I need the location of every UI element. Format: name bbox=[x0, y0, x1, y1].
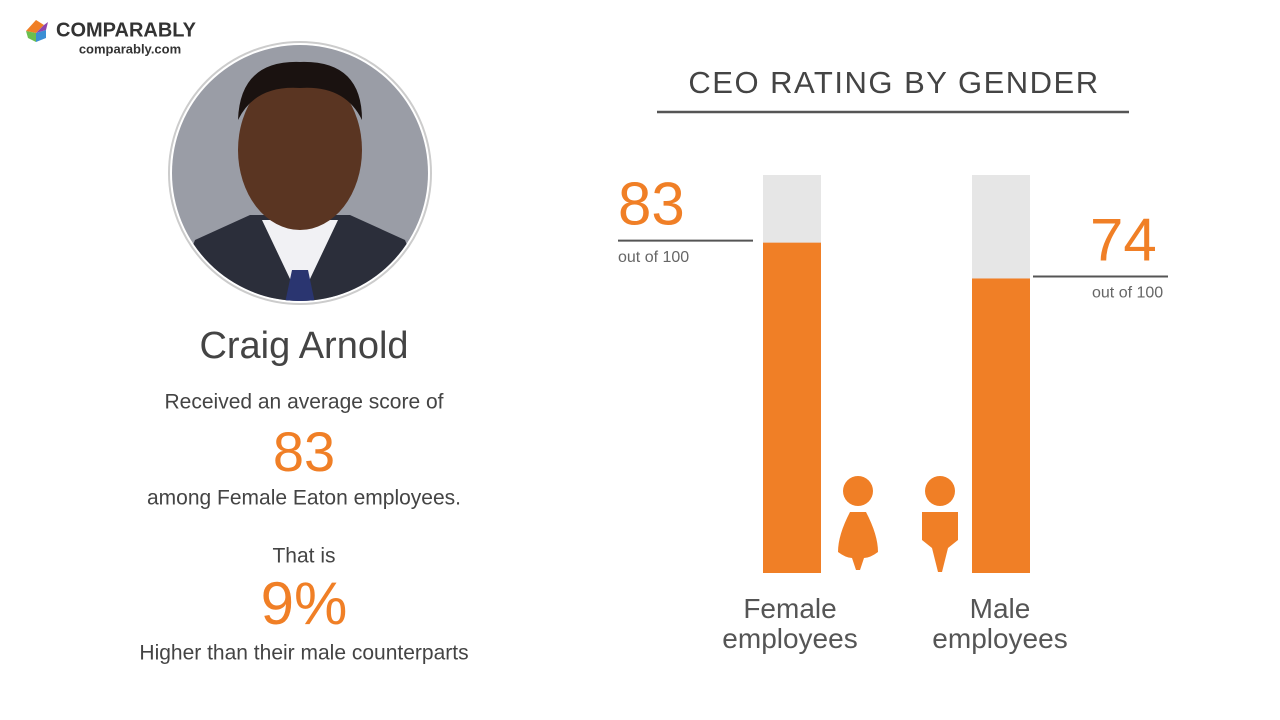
value-label: 83 bbox=[618, 171, 685, 238]
profile-score: 83 bbox=[273, 420, 335, 483]
chart-title: CEO RATING BY GENDER bbox=[688, 65, 1099, 100]
bar bbox=[972, 278, 1030, 573]
logo-icon bbox=[26, 20, 48, 42]
category-label: Male employees bbox=[932, 594, 1068, 654]
profile-text: Received an average score of bbox=[165, 391, 444, 414]
profile-text: That is bbox=[272, 545, 335, 568]
category-label-box: Female employees bbox=[722, 594, 858, 654]
value-note: out of 100 bbox=[1092, 285, 1163, 302]
bar bbox=[763, 242, 821, 573]
category-label: Female employees bbox=[722, 594, 858, 654]
profile-text: among Female Eaton employees. bbox=[147, 487, 461, 510]
value-note: out of 100 bbox=[618, 249, 689, 266]
profile-difference: 9% bbox=[261, 570, 348, 637]
brand-name: COMPARABLY bbox=[56, 19, 197, 41]
brand-url: comparably.com bbox=[79, 41, 181, 56]
female-icon bbox=[838, 476, 878, 570]
value-label: 74 bbox=[1090, 206, 1157, 273]
profile-photo bbox=[168, 41, 432, 305]
profile-name: Craig Arnold bbox=[199, 325, 408, 367]
male-icon bbox=[922, 476, 958, 572]
profile-text: Higher than their male counterparts bbox=[139, 642, 468, 665]
category-label-box: Male employees bbox=[932, 594, 1068, 654]
